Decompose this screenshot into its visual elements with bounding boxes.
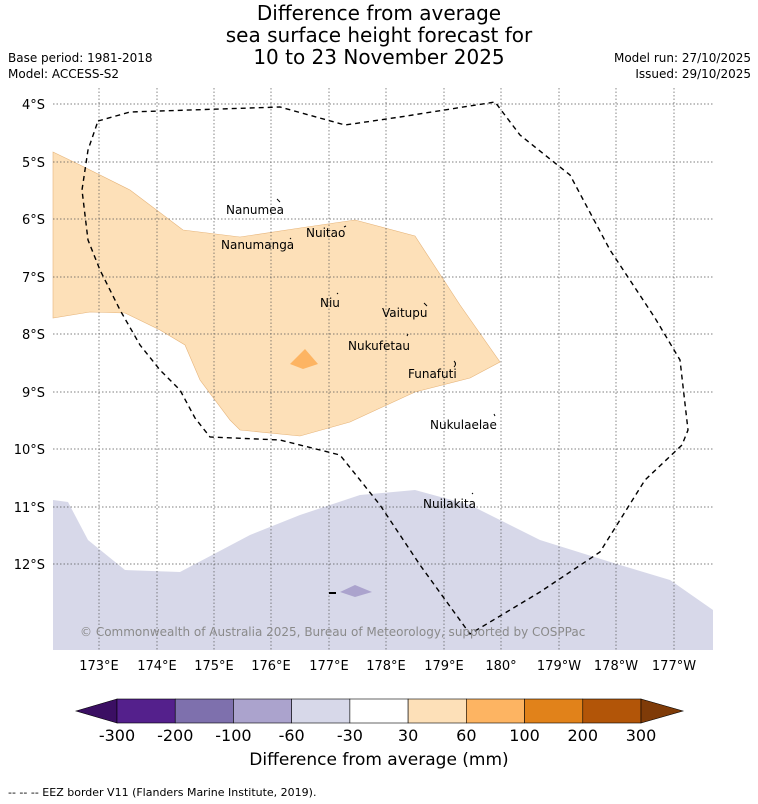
island-nukulaelae: [493, 413, 496, 417]
negative-anomaly-spot: [340, 585, 372, 597]
lon-label-179e: 179°E: [424, 659, 464, 674]
gridlines: [53, 88, 713, 650]
colorbar-tick-label: -100: [215, 726, 251, 745]
lon-label-175e: 175°E: [194, 659, 234, 674]
lat-label-6s: 6°S: [22, 213, 45, 228]
colorbar-tick-label: -60: [279, 726, 305, 745]
place-label-funafuti: Funafuti: [408, 367, 457, 381]
colorbar-tick-label: 30: [398, 726, 418, 745]
lon-label-178w: 178°W: [594, 659, 638, 674]
lon-label-178e: 178°E: [366, 659, 406, 674]
island-nuitao: [343, 225, 347, 228]
model-name: Model: ACCESS-S2: [8, 67, 120, 81]
eez-border: [81, 101, 689, 635]
lon-label-176e: 176°E: [251, 659, 291, 674]
copyright-credit: © Commonwealth of Australia 2025, Bureau…: [80, 625, 586, 639]
colorbar-tick-label: 300: [626, 726, 657, 745]
lat-label-4s: 4°S: [22, 98, 45, 113]
colorbar-cell: [466, 698, 525, 724]
colorbar-cell: [174, 698, 234, 724]
issued-date: Issued: 29/10/2025: [635, 67, 751, 81]
title-line-2: sea surface height forecast for: [225, 23, 533, 47]
place-label-nuilakita: Nuilakita: [423, 497, 476, 511]
island-nuilakita: [471, 492, 474, 495]
place-label-nukufetau: Nukufetau: [348, 339, 410, 353]
lon-label-177e: 177°E: [309, 659, 349, 674]
colorbar-cell: [407, 698, 467, 724]
title-line-3: 10 to 23 November 2025: [253, 45, 505, 69]
lon-label-180: 180°: [485, 659, 516, 674]
place-label-nukulaelae: Nukulaelae: [430, 418, 497, 432]
positive-anomaly-region: [52, 151, 501, 437]
island-nanumea: [276, 198, 281, 203]
colorbar-cell: [116, 698, 176, 724]
lat-label-10s: 10°S: [14, 443, 45, 458]
colorbar-tick-label: 200: [568, 726, 599, 745]
place-label-nuitao: Nuitao: [306, 226, 345, 240]
positive-anomaly-spot: [290, 349, 318, 369]
place-label-nanumanga: Nanumanga: [221, 238, 294, 252]
islands: [276, 198, 496, 594]
colorbar-cell: [349, 698, 409, 724]
lat-label-11s: 11°S: [14, 501, 45, 516]
colorbar-tick-label: -200: [157, 726, 193, 745]
place-label-niu: Niu: [320, 296, 340, 310]
lat-label-5s: 5°S: [22, 156, 45, 171]
colorbar-cell: [291, 698, 351, 724]
place-label-nanumea: Nanumea: [226, 203, 284, 217]
island-nanumanga: [289, 237, 292, 240]
colorbar-cell: [582, 698, 642, 724]
lon-label-174e: 174°E: [137, 659, 177, 674]
colorbar-extend-low: [74, 698, 118, 724]
colorbar-cell: [524, 698, 584, 724]
colorbar-tick-label: 60: [456, 726, 476, 745]
colorbar-tick-label: 100: [509, 726, 540, 745]
lon-label-177w: 177°W: [652, 659, 696, 674]
island-vaitupu: [423, 302, 428, 307]
colorbar-tick-label: -300: [99, 726, 135, 745]
colorbar-extend-high: [640, 698, 685, 724]
island-funafuti: [453, 360, 456, 368]
lat-label-12s: 12°S: [14, 558, 45, 573]
island-niu: [336, 292, 339, 295]
eez-footnote: -- -- -- EEZ border V11 (Flanders Marine…: [8, 786, 317, 799]
island-nukufetau: [406, 333, 409, 337]
colorbar-label: Difference from average (mm): [249, 750, 509, 770]
negative-anomaly-region: [53, 490, 713, 650]
colorbar: -300 -200 -100 -60 -30 30 60 100 200 300: [74, 698, 685, 745]
colorbar-tick-label: -30: [337, 726, 363, 745]
lon-label-179w: 179°W: [537, 659, 581, 674]
lon-label-173e: 173°E: [79, 659, 119, 674]
model-run: Model run: 27/10/2025: [613, 51, 751, 65]
title-line-1: Difference from average: [256, 1, 502, 25]
base-period: Base period: 1981-2018: [8, 51, 153, 65]
colorbar-cell: [233, 698, 292, 724]
place-label-vaitupu: Vaitupu: [382, 306, 428, 320]
lat-label-9s: 9°S: [22, 386, 45, 401]
map-area: [52, 88, 713, 650]
lat-label-7s: 7°S: [22, 271, 45, 286]
lat-label-8s: 8°S: [22, 328, 45, 343]
